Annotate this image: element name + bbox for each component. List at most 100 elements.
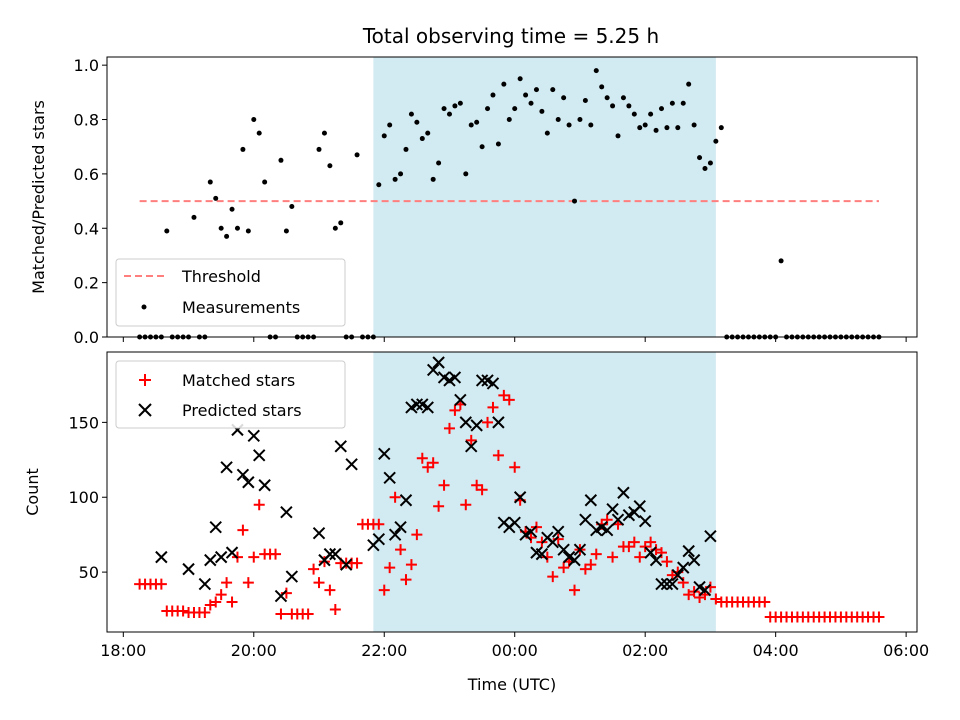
predicted-star-point (638, 514, 652, 528)
matched-star-point (351, 557, 363, 569)
measurement-point (398, 171, 404, 177)
measurement-point (490, 92, 496, 98)
measurement-point (224, 233, 230, 239)
measurement-point (653, 127, 659, 133)
measurement-point (718, 125, 724, 131)
measurement-point (664, 125, 670, 131)
predicted-star-point (655, 577, 668, 591)
predicted-star-point (660, 577, 674, 591)
bottom-panel: 50 100 150 18:00 20:00 22:00 00:00 02:00 04:00 0… (23, 351, 929, 694)
measurement-point (256, 130, 262, 136)
measurement-point (648, 111, 654, 117)
predicted-star-point (372, 532, 386, 546)
measurement-point (495, 141, 501, 147)
measurement-point (675, 125, 681, 131)
predicted-star-point (421, 401, 434, 414)
matched-star-point (215, 589, 227, 601)
measurement-point (321, 130, 327, 136)
matched-star-point (628, 536, 640, 548)
measurement-point (593, 68, 599, 74)
matched-star-point (155, 578, 167, 590)
measurement-point (316, 146, 322, 152)
y-tick-label: 50 (79, 563, 99, 582)
measurement-point (517, 76, 523, 82)
matched-star-point (590, 548, 602, 560)
measurement-point (539, 108, 545, 114)
observing-span (373, 352, 716, 632)
measurement-point (251, 117, 257, 123)
legend-matched-swatch (139, 374, 151, 386)
predicted-star-point (323, 547, 337, 561)
predicted-star-point (448, 371, 462, 384)
bottom-y-axis-label: Count (23, 468, 42, 516)
x-tick-label: 06:00 (883, 641, 929, 660)
predicted-star-point (633, 500, 646, 513)
predicted-star-point (687, 553, 701, 567)
measurement-point (278, 157, 284, 163)
predicted-star-point (584, 494, 598, 507)
measurement-point (588, 122, 594, 128)
predicted-star-point (182, 562, 195, 576)
measurement-point (338, 220, 344, 226)
predicted-star-point (579, 513, 592, 526)
predicted-star-point (312, 526, 326, 540)
matched-star-point (384, 562, 396, 574)
measurement-point (446, 111, 452, 117)
predicted-star-point (155, 550, 168, 564)
matched-star-point (389, 491, 401, 503)
matched-star-point (503, 394, 515, 406)
measurement-point (289, 204, 295, 210)
predicted-star-point (454, 393, 467, 407)
matched-star-point (427, 457, 439, 469)
matched-star-point (547, 571, 559, 583)
matched-star-point (378, 584, 390, 596)
matched-star-point (487, 401, 499, 413)
matched-star-point (237, 524, 249, 536)
matched-star-point (476, 484, 488, 496)
matched-star-point (329, 604, 341, 616)
measurement-point (686, 81, 692, 87)
matched-star-point (395, 544, 407, 556)
measurement-point (707, 160, 713, 166)
top-panel: 0.0 0.2 0.4 0.6 0.8 1.0 Matched/Predicted sta… (29, 56, 918, 347)
measurement-point (620, 95, 626, 101)
matched-star-point (226, 596, 238, 608)
predicted-star-point (345, 458, 358, 471)
measurement-point (544, 130, 550, 136)
matched-star-point (253, 499, 265, 511)
measurement-point (713, 138, 719, 144)
matched-star-point (400, 574, 412, 586)
measurement-point (610, 103, 616, 109)
measurement-point (577, 117, 583, 123)
x-tick-label: 18:00 (100, 641, 146, 660)
measurement-point (702, 165, 708, 171)
measurement-point (631, 111, 637, 117)
y-tick-label: 100 (68, 488, 99, 507)
measurement-point (680, 100, 686, 106)
predicted-star-point (329, 547, 342, 561)
predicted-star-point (225, 546, 239, 559)
predicted-star-point (334, 440, 347, 453)
y-tick-label: 0.4 (74, 219, 99, 238)
matched-star-point (677, 577, 689, 589)
measurement-point (207, 179, 213, 185)
x-tick-label: 04:00 (753, 641, 799, 660)
measurement-point (245, 228, 251, 234)
observing-span (373, 57, 716, 337)
measurement-point (533, 87, 539, 93)
matched-star-point (416, 452, 428, 464)
bottom-legend: Matched stars Predicted stars (115, 360, 346, 429)
top-axes-frame (106, 56, 918, 338)
matched-star-point (482, 416, 494, 428)
measurement-point (691, 122, 697, 128)
predicted-star-point (492, 416, 505, 429)
measurement-point (327, 163, 333, 169)
matched-star-point (873, 611, 885, 623)
predicted-star-point (475, 374, 489, 387)
predicted-star-point (682, 544, 695, 558)
measurement-point (229, 206, 235, 212)
measurement-point (637, 125, 643, 131)
measurement-point (501, 81, 507, 87)
measurement-point (414, 119, 420, 125)
